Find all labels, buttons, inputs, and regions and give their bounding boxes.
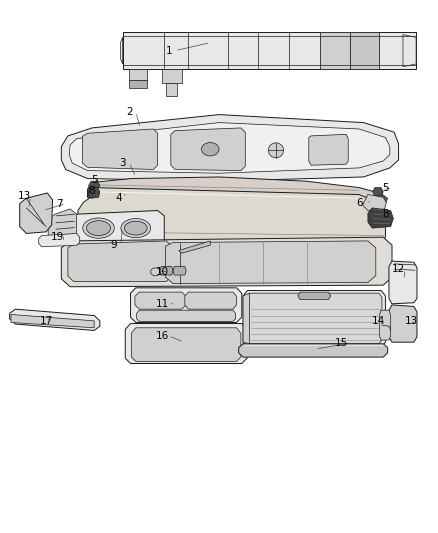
Polygon shape: [61, 237, 392, 287]
Polygon shape: [247, 293, 382, 344]
Text: 8: 8: [382, 209, 389, 219]
Polygon shape: [69, 123, 390, 173]
Polygon shape: [82, 129, 158, 169]
Polygon shape: [129, 80, 147, 88]
Text: 8: 8: [88, 186, 95, 196]
Polygon shape: [171, 128, 245, 171]
Text: 9: 9: [110, 240, 117, 250]
Polygon shape: [309, 134, 348, 165]
Polygon shape: [120, 37, 123, 64]
Polygon shape: [162, 69, 182, 83]
Text: 2: 2: [126, 107, 133, 117]
Polygon shape: [88, 181, 100, 190]
Polygon shape: [10, 309, 100, 330]
Polygon shape: [68, 211, 164, 246]
Text: 5: 5: [382, 183, 389, 192]
Text: 11: 11: [155, 299, 169, 309]
Polygon shape: [389, 305, 417, 342]
Polygon shape: [380, 193, 388, 204]
Polygon shape: [166, 83, 177, 96]
Text: 13: 13: [405, 316, 418, 326]
Polygon shape: [39, 233, 80, 247]
Text: 6: 6: [356, 198, 363, 207]
Text: 10: 10: [155, 267, 169, 277]
Polygon shape: [88, 177, 385, 209]
Polygon shape: [166, 241, 376, 284]
Polygon shape: [373, 188, 383, 196]
Polygon shape: [88, 188, 100, 198]
Polygon shape: [320, 32, 350, 69]
Polygon shape: [350, 32, 379, 69]
Polygon shape: [185, 292, 237, 309]
Polygon shape: [68, 241, 172, 281]
Text: 19: 19: [50, 232, 64, 242]
Text: 5: 5: [91, 175, 98, 184]
Text: 13: 13: [18, 191, 31, 201]
Polygon shape: [389, 261, 417, 304]
Text: 17: 17: [39, 316, 53, 326]
Polygon shape: [298, 292, 331, 300]
Polygon shape: [20, 193, 53, 233]
Polygon shape: [243, 290, 385, 348]
Polygon shape: [137, 310, 236, 321]
Ellipse shape: [121, 219, 151, 238]
Polygon shape: [379, 310, 391, 340]
Polygon shape: [363, 195, 386, 211]
Polygon shape: [403, 35, 416, 67]
Polygon shape: [179, 241, 210, 253]
Polygon shape: [368, 208, 393, 228]
Polygon shape: [11, 314, 94, 328]
Polygon shape: [243, 293, 250, 344]
Polygon shape: [48, 209, 77, 243]
Text: 3: 3: [119, 158, 126, 167]
Ellipse shape: [201, 142, 219, 156]
Text: 16: 16: [155, 331, 169, 341]
Ellipse shape: [86, 221, 110, 236]
Ellipse shape: [83, 218, 114, 238]
Polygon shape: [125, 324, 247, 364]
Polygon shape: [123, 32, 416, 69]
Text: 15: 15: [335, 338, 348, 348]
Polygon shape: [135, 292, 186, 309]
Ellipse shape: [124, 221, 147, 235]
Ellipse shape: [151, 268, 160, 276]
Text: 12: 12: [392, 264, 405, 274]
Text: 4: 4: [115, 193, 122, 203]
Ellipse shape: [268, 143, 284, 158]
Polygon shape: [173, 266, 186, 275]
Text: 14: 14: [372, 316, 385, 326]
Polygon shape: [131, 288, 242, 322]
Polygon shape: [61, 115, 399, 181]
Polygon shape: [239, 344, 388, 357]
Text: 7: 7: [56, 199, 63, 208]
Polygon shape: [131, 328, 241, 361]
Polygon shape: [78, 188, 385, 251]
Polygon shape: [160, 266, 173, 275]
Polygon shape: [88, 182, 94, 203]
Text: 1: 1: [165, 46, 172, 55]
Polygon shape: [129, 69, 147, 80]
